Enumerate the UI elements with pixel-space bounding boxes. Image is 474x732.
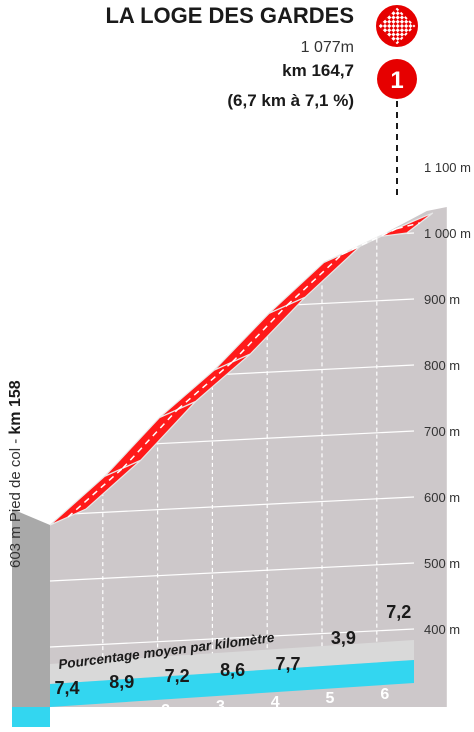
category-number: 1 [390, 67, 403, 94]
ribbon-centerline-3 [177, 361, 233, 411]
y-tick-label: 900 m [424, 292, 460, 307]
y-tick-label: 800 m [424, 358, 460, 373]
gridline-900 [49, 298, 415, 318]
axis-band-top [50, 640, 414, 684]
x-tick-label: 4 [271, 694, 280, 711]
category-badge: 1 [377, 59, 417, 99]
axis-band [50, 660, 414, 707]
x-tick-label: 2 [161, 702, 170, 719]
gradient-label-4: 8,6 [220, 660, 245, 680]
gridline-500 [49, 562, 415, 582]
base-label: 603 m Pied de col - km 158 [7, 380, 24, 568]
gradient-label-7: 7,2 [386, 602, 411, 622]
ribbon-centerline-7 [396, 222, 420, 230]
gridline-700 [49, 430, 415, 450]
x-tick-label: 0 [53, 710, 62, 727]
gridline-1000 [49, 232, 415, 252]
x-tick-label: 1 [106, 706, 115, 723]
gradient-label-1: 7,4 [54, 678, 79, 698]
y-tick-label: 500 m [424, 556, 460, 571]
x-tick-label: 3 [216, 698, 225, 715]
gradient-label-3: 7,2 [165, 666, 190, 686]
ribbon-centerline-2 [122, 408, 179, 469]
y-tick-label: 1 100 m [424, 160, 471, 175]
ribbon-centerline-4 [231, 304, 288, 363]
y-tick-label: 1 000 m [424, 226, 471, 241]
profile-area [50, 207, 447, 707]
gridline-800 [49, 364, 415, 384]
gridline-400 [49, 628, 415, 648]
gridline-600 [49, 496, 415, 516]
base-km: km 158 [7, 380, 24, 434]
axis-band-side [12, 707, 50, 727]
ribbon-centerline-5 [286, 253, 343, 306]
gradient-label-6: 3,9 [331, 628, 356, 648]
checkered-flag-icon [376, 5, 418, 47]
left-side-face [12, 509, 50, 707]
climb-name: LA LOGE DES GARDES [105, 3, 354, 28]
gradient-label-5: 7,7 [275, 654, 300, 674]
gradient-label-2: 8,9 [109, 672, 134, 692]
x-tick-label: 5 [326, 690, 335, 707]
summit-altitude: 1 077m [301, 39, 354, 56]
base-altitude: 603 m Pied de col - [7, 435, 24, 568]
y-tick-label: 700 m [424, 424, 460, 439]
y-tick-label: 400 m [424, 622, 460, 637]
y-tick-label: 600 m [424, 490, 460, 505]
climb-stats: (6,7 km à 7,1 %) [227, 91, 354, 110]
x-tick-label: 6 [380, 686, 389, 703]
summit-km: km 164,7 [282, 61, 354, 80]
ribbon-centerline-1 [67, 467, 124, 518]
